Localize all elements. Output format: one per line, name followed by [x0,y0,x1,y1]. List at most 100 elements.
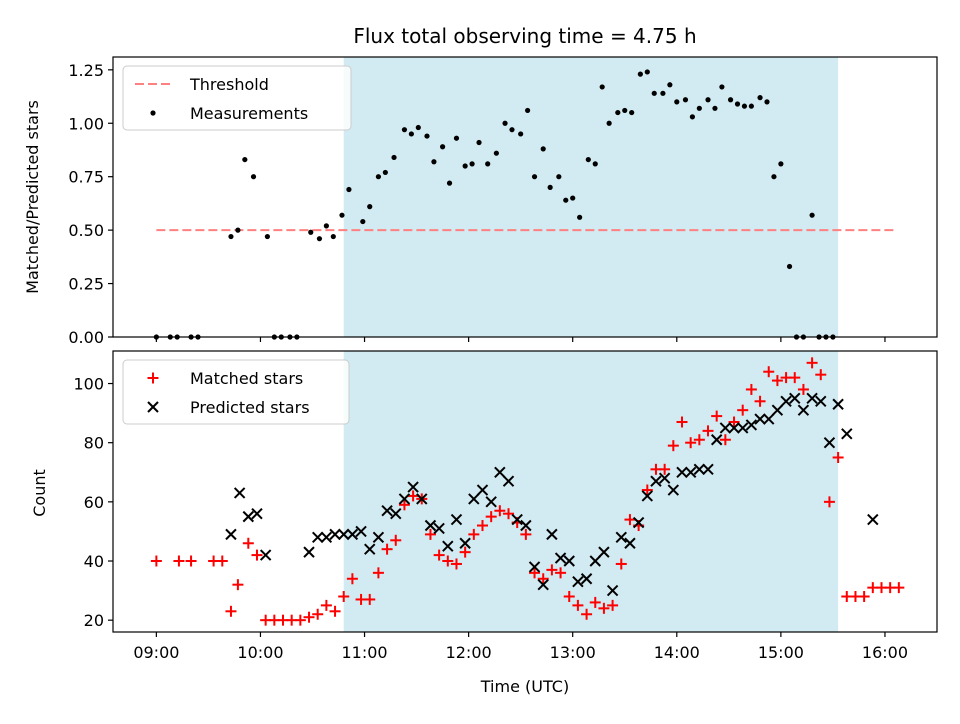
series-matched-stars [150,357,905,626]
y-tick-label: 0.00 [68,328,104,347]
measurement-point [696,105,702,111]
matched-stars-point [546,564,558,576]
measurement-point [476,139,482,146]
y-tick-label: 40 [84,552,104,571]
matched-stars-point [641,484,653,496]
matched-stars-point [667,440,679,452]
predicted-stars-point [641,490,654,502]
predicted-stars-point [797,404,810,416]
measurement-point [748,103,754,109]
predicted-stars-point [693,463,706,476]
matched-stars-point [450,558,462,570]
measurement-point [462,163,468,169]
measurement-point [446,180,453,186]
matched-stars-point [789,372,801,384]
matched-stars-point [737,404,749,416]
legend-marker-measurements [150,110,156,116]
measurement-point [719,84,725,90]
predicted-stars-point [251,507,263,520]
predicted-stars-point [390,507,402,520]
measurement-point [644,69,650,75]
top-y-axis-label: Matched/Predicted stars [23,100,42,294]
predicted-stars-point [433,522,445,535]
measurement-point [493,150,499,156]
matched-stars-point [520,528,532,540]
measurement-point [408,131,414,137]
legend-marker-matched [147,372,159,384]
measurement-point [440,144,446,150]
matched-stars-point [745,383,757,395]
series-predicted-stars [225,392,879,597]
measurement-point [764,99,770,105]
matched-stars-point [659,463,671,475]
predicted-stars-point [867,513,879,526]
measurement-point [660,90,666,96]
matched-stars-point [607,599,619,611]
matched-stars-point [503,508,515,520]
matched-stars-point [216,555,228,567]
measurement-point [577,214,583,220]
y-tick-label: 1.00 [68,114,104,133]
matched-stars-point [754,395,766,407]
measurement-point [525,107,531,114]
legend-label: Threshold [189,75,269,94]
predicted-stars-point [364,543,376,555]
matched-stars-point [832,451,844,463]
matched-stars-point [858,591,870,603]
x-tick-label: 15:00 [758,643,804,662]
predicted-stars-point [667,484,680,496]
matched-stars-point [763,366,775,378]
measurement-point [585,156,591,163]
matched-stars-point [433,549,445,561]
matched-stars-point [728,416,740,428]
predicted-stars-point [528,561,541,573]
matched-stars-point [589,596,601,608]
measurement-point [308,229,314,235]
x-axis-label: Time (UTC) [480,677,569,696]
measurement-point [250,174,257,180]
measurement-point [367,204,373,210]
predicted-stars-point [589,555,601,567]
measurement-point [415,124,421,131]
predicted-stars-point [233,487,246,499]
matched-stars-point [398,499,410,511]
x-tick-label: 13:00 [550,643,596,662]
legend-label: Predicted stars [190,398,310,417]
measurement-point [424,133,430,139]
measurement-point [629,109,635,116]
predicted-stars-point [763,413,775,425]
predicted-stars-point [424,519,437,532]
matched-stars-point [312,608,324,620]
measurement-point [606,120,612,126]
measurement-point [651,90,657,96]
measurement-point [563,197,569,203]
predicted-stars-point [624,537,636,549]
measurement-point [741,103,748,109]
matched-stars-point [719,434,731,446]
predicted-stars-point [780,395,792,407]
predicted-stars-point [494,466,506,478]
matched-stars-point [225,605,237,617]
predicted-stars-point [815,395,827,407]
predicted-stars-point [242,510,255,523]
measurement-point [502,120,508,126]
predicted-stars-point [329,528,341,541]
y-tick-label: 80 [84,434,104,453]
measurement-point [391,154,397,161]
measurement-point [637,71,643,77]
measurement-point [592,161,598,167]
predicted-stars-point [806,392,818,405]
matched-stars-point [381,543,393,555]
measurement-point [375,174,382,180]
measurement-point [689,114,696,120]
legend: Matched stars Predicted stars [122,359,350,425]
measurement-point [771,174,777,180]
matched-stars-point [676,416,688,428]
predicted-stars-point [580,573,593,585]
matched-stars-point [251,549,263,561]
y-tick-label: 0.50 [68,221,104,240]
matched-stars-point [555,567,567,579]
measurement-point [360,218,366,225]
x-tick-label: 16:00 [862,643,908,662]
measurement-point [599,84,605,90]
